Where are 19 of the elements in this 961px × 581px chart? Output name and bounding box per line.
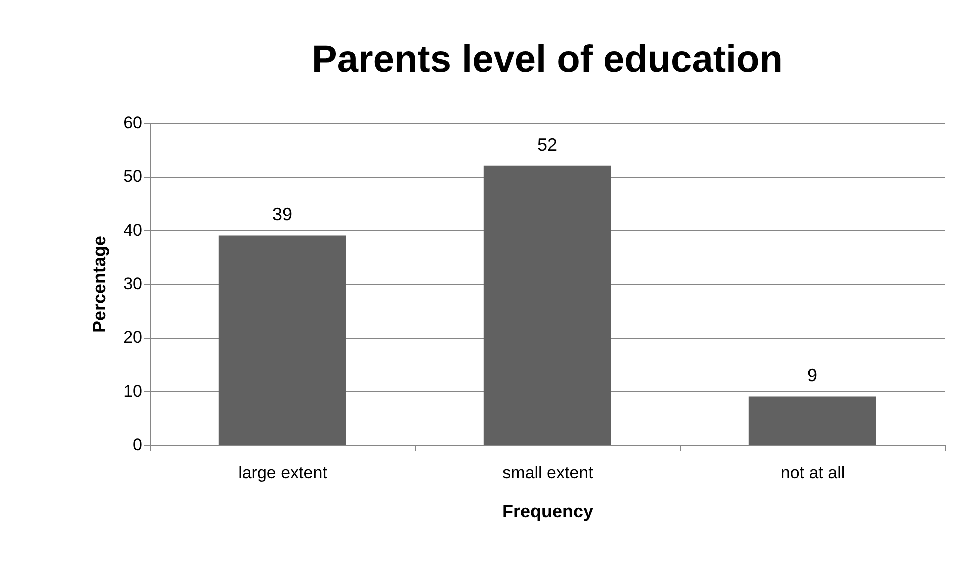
- bar: [748, 396, 876, 445]
- y-axis-title: Percentage: [90, 236, 110, 334]
- y-tick-label: 50: [124, 167, 142, 186]
- x-tick-label: not at all: [780, 464, 846, 482]
- y-tick-label: 20: [124, 328, 142, 348]
- chart-title: Parents level of education: [312, 39, 783, 81]
- bar: [218, 236, 346, 445]
- x-axis-title: Frequency: [502, 502, 594, 522]
- bar: [484, 166, 612, 445]
- data-label: 52: [537, 134, 558, 155]
- y-tick-label: 40: [124, 220, 142, 240]
- y-tick-label: 60: [124, 114, 142, 132]
- y-tick-label: 0: [133, 436, 142, 454]
- y-tick-label: 30: [124, 274, 142, 294]
- data-label: 39: [272, 204, 293, 225]
- data-label: 9: [807, 366, 818, 386]
- x-tick-label: large extent: [238, 464, 328, 482]
- x-tick-label: small extent: [502, 464, 594, 482]
- y-tick-label: 10: [124, 382, 142, 401]
